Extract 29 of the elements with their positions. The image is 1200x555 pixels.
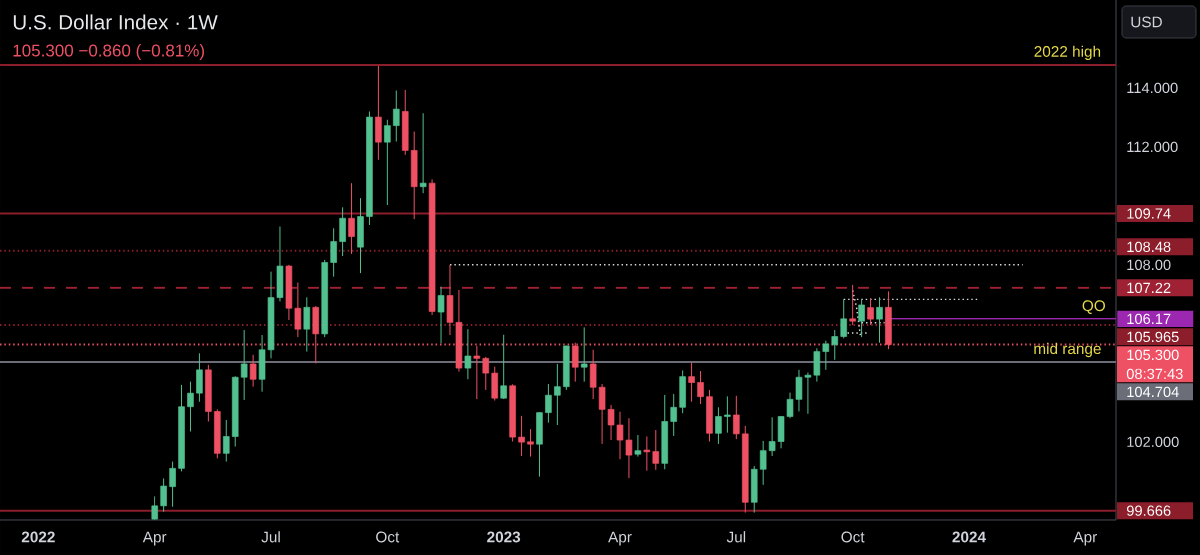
text: U.S. Dollar Index · 1W <box>13 14 218 30</box>
ref-line-label: 109.74 <box>1127 208 1171 219</box>
x-tick-label: 2024 <box>952 531 986 543</box>
x-tick-label: Apr <box>1073 531 1097 546</box>
x-tick-label: Jul <box>261 531 280 543</box>
x-tick-label: Jul <box>726 531 746 543</box>
x-tick-label: Apr <box>608 531 632 546</box>
ref-line-label: 105.300 <box>1127 349 1179 361</box>
annotation: mid range <box>1034 342 1101 358</box>
y-tick-label: 106.17 <box>1127 313 1171 325</box>
y-tick-label: 102.000 <box>1127 436 1179 448</box>
ref-line-label: 108.48 <box>1127 241 1171 253</box>
text: 08:37:43 <box>1126 368 1183 380</box>
ref-line-label: 105.965 <box>1127 331 1179 343</box>
series-label: QO <box>1082 300 1105 314</box>
y-tick-label: 108.00 <box>1127 259 1171 271</box>
x-tick-label: 2023 <box>487 531 521 543</box>
x-tick-label: Oct <box>841 531 865 543</box>
text: 105.300 −0.860 (−0.81%) <box>13 44 204 60</box>
x-tick-label: Apr <box>142 531 167 546</box>
ref-line-label: 104.704 <box>1127 386 1179 398</box>
x-tick-label: Oct <box>376 531 400 543</box>
x-tick-label: 2022 <box>21 531 55 543</box>
ref-line-label: 99.666 <box>1126 505 1171 516</box>
y-tick-label: 114.000 <box>1127 82 1178 94</box>
y-axis-title: USD <box>1131 16 1162 28</box>
annotation: 2022 high <box>1034 45 1101 60</box>
y-tick-label: 112.000 <box>1127 141 1178 153</box>
ref-line-label: 107.22 <box>1127 282 1171 294</box>
